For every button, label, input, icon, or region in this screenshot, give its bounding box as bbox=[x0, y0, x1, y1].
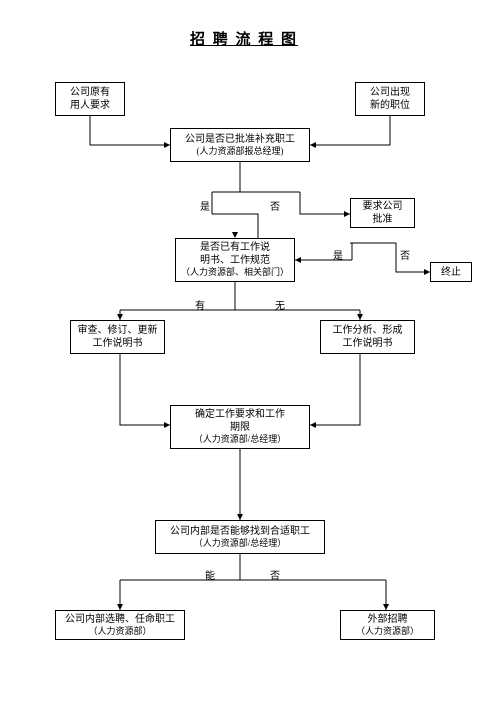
arrowhead-10 bbox=[295, 257, 301, 263]
edge-label-l_none: 无 bbox=[275, 297, 285, 312]
node-text: （人力资源部） bbox=[356, 626, 419, 638]
connector-5 bbox=[300, 192, 350, 214]
connector-6 bbox=[212, 214, 258, 238]
edge-label-l_cant: 否 bbox=[270, 567, 280, 582]
node-text: 终止 bbox=[441, 266, 461, 279]
node-text: 新的职位 bbox=[370, 99, 410, 112]
node-text: 工作分析、形成 bbox=[333, 324, 403, 337]
node-text: （人力资源部/总经理） bbox=[194, 434, 287, 446]
node-n_internal_q: 公司内部是否能够找到合适职工（人力资源部/总经理） bbox=[155, 520, 325, 554]
edge-label-l_yes1: 是 bbox=[200, 198, 210, 213]
node-n_review: 审查、修订、更新工作说明书 bbox=[70, 320, 165, 354]
node-text: 明书、工作规范 bbox=[200, 254, 270, 267]
edge-label-l_no1: 否 bbox=[270, 198, 280, 213]
connector-16 bbox=[120, 354, 170, 425]
node-text: 批准 bbox=[373, 213, 393, 226]
node-text: 公司内部是否能够找到合适职工 bbox=[170, 525, 310, 538]
node-n_internal_sel: 公司内部选聘、任命职工（人力资源部） bbox=[55, 610, 185, 640]
node-text: 工作说明书 bbox=[93, 337, 143, 350]
arrowhead-17 bbox=[310, 422, 316, 428]
node-text: 用人要求 bbox=[70, 99, 110, 112]
node-text: （人力资源部） bbox=[88, 626, 151, 638]
node-text: 确定工作要求和工作 bbox=[195, 408, 285, 421]
node-n_left_start: 公司原有用人要求 bbox=[55, 82, 125, 116]
edge-label-l_can: 能 bbox=[205, 567, 215, 582]
node-text: 外部招聘 bbox=[368, 613, 408, 626]
node-text: 公司是否已批准补充职工 bbox=[185, 133, 295, 146]
edge-label-l_yes2: 是 bbox=[333, 247, 343, 262]
node-n_analyze: 工作分析、形成工作说明书 bbox=[320, 320, 415, 354]
node-text: 要求公司 bbox=[363, 200, 403, 213]
node-text: 审查、修订、更新 bbox=[78, 324, 158, 337]
arrowhead-1 bbox=[310, 142, 316, 148]
node-n_requirements: 确定工作要求和工作期限（人力资源部/总经理） bbox=[170, 405, 310, 449]
node-text: （人力资源部、相关部门） bbox=[181, 267, 289, 279]
node-text: 工作说明书 bbox=[343, 337, 393, 350]
node-n_jobspec: 是否已有工作说明书、工作规范（人力资源部、相关部门） bbox=[175, 238, 295, 282]
node-n_right_start: 公司出现新的职位 bbox=[355, 82, 425, 116]
flowchart-canvas: 招 聘 流 程 图 公司原有用人要求 公司出现新的职位公司是否已批准补充职工(人力… bbox=[0, 0, 500, 708]
node-text: 公司原有 bbox=[70, 86, 110, 99]
edge-label-l_has: 有 bbox=[195, 297, 205, 312]
node-n_req_approve: 要求公司批准 bbox=[350, 198, 415, 228]
node-n_external: 外部招聘（人力资源部） bbox=[340, 610, 435, 640]
node-text: 是否已有工作说 bbox=[200, 241, 270, 254]
connector-0 bbox=[90, 116, 170, 145]
connector-1 bbox=[310, 116, 390, 145]
connector-17 bbox=[310, 354, 360, 425]
node-text: 期限 bbox=[230, 421, 250, 434]
node-text: （人力资源部/总经理） bbox=[194, 538, 287, 550]
node-text: (人力资源部报总经理) bbox=[197, 146, 284, 158]
edge-label-l_no2: 否 bbox=[400, 247, 410, 262]
node-n_terminate: 终止 bbox=[430, 262, 472, 282]
page-title: 招 聘 流 程 图 bbox=[190, 28, 298, 49]
node-n_approve: 公司是否已批准补充职工(人力资源部报总经理) bbox=[170, 128, 310, 162]
node-text: 公司内部选聘、任命职工 bbox=[65, 613, 175, 626]
node-text: 公司出现 bbox=[370, 86, 410, 99]
